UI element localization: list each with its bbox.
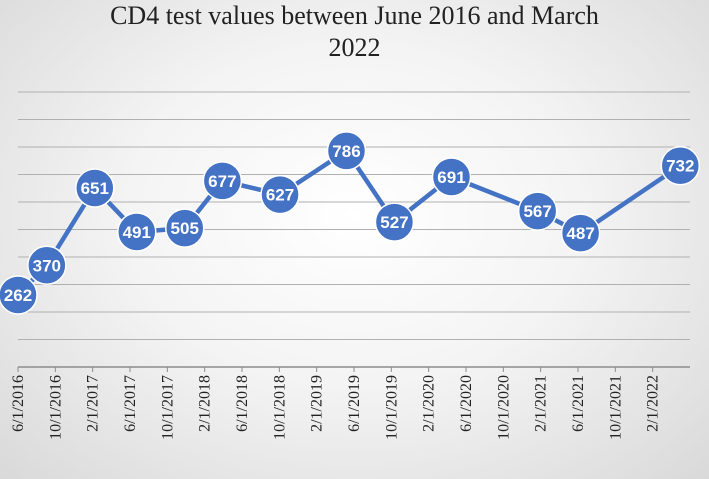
data-point bbox=[75, 168, 115, 208]
x-tick-label: 2/1/2017 bbox=[85, 375, 102, 432]
x-tick-label: 10/1/2017 bbox=[159, 375, 176, 440]
data-label: 651 bbox=[81, 179, 109, 198]
data-label: 691 bbox=[437, 168, 465, 187]
data-label: 786 bbox=[332, 142, 360, 161]
data-point bbox=[517, 191, 558, 231]
data-label: 370 bbox=[33, 256, 61, 275]
data-point bbox=[117, 212, 157, 252]
x-tick-label: 10/1/2019 bbox=[383, 375, 400, 440]
data-point bbox=[202, 161, 243, 201]
x-tick-label: 10/1/2016 bbox=[47, 375, 64, 440]
chart-title: CD4 test values between June 2016 and Ma… bbox=[110, 1, 599, 30]
data-label: 527 bbox=[380, 213, 408, 232]
data-label: 491 bbox=[123, 223, 151, 242]
x-tick-label: 2/1/2020 bbox=[421, 375, 438, 432]
data-point bbox=[374, 202, 415, 242]
x-tick-label: 6/1/2019 bbox=[346, 375, 363, 432]
data-label: 487 bbox=[566, 224, 594, 243]
data-label: 732 bbox=[666, 157, 694, 176]
x-tick-label: 6/1/2018 bbox=[234, 375, 251, 432]
x-tick-label: 6/1/2017 bbox=[122, 375, 139, 432]
data-label: 262 bbox=[4, 286, 32, 305]
x-tick-label: 10/1/2018 bbox=[271, 375, 288, 440]
data-point bbox=[326, 131, 367, 171]
data-point bbox=[431, 157, 472, 197]
x-tick-label: 2/1/2021 bbox=[533, 375, 550, 432]
data-point bbox=[27, 245, 67, 285]
x-tick-label: 2/1/2018 bbox=[197, 375, 214, 432]
x-tick-label: 6/1/2016 bbox=[10, 375, 27, 432]
data-label: 505 bbox=[171, 219, 199, 238]
data-label: 567 bbox=[523, 202, 551, 221]
data-label: 627 bbox=[266, 186, 294, 205]
x-tick-label: 6/1/2020 bbox=[458, 375, 475, 432]
x-tick-label: 10/1/2020 bbox=[495, 375, 512, 440]
x-axis: 6/1/2016 10/1/2016 2/1/2017 6/1/2017 10/1/20… bbox=[10, 366, 690, 440]
x-tick-label: 2/1/2019 bbox=[309, 375, 326, 432]
data-label: 677 bbox=[208, 172, 236, 191]
data-point bbox=[0, 275, 38, 315]
data-point bbox=[164, 208, 205, 248]
x-tick-label: 6/1/2021 bbox=[570, 375, 587, 432]
chart-title-continued: 2022 bbox=[328, 33, 381, 62]
data-point bbox=[560, 213, 601, 253]
x-tick-label: 2/1/2022 bbox=[645, 375, 662, 432]
x-tick-label: 10/1/2021 bbox=[607, 375, 624, 440]
data-point bbox=[260, 174, 300, 215]
data-point bbox=[660, 145, 701, 186]
